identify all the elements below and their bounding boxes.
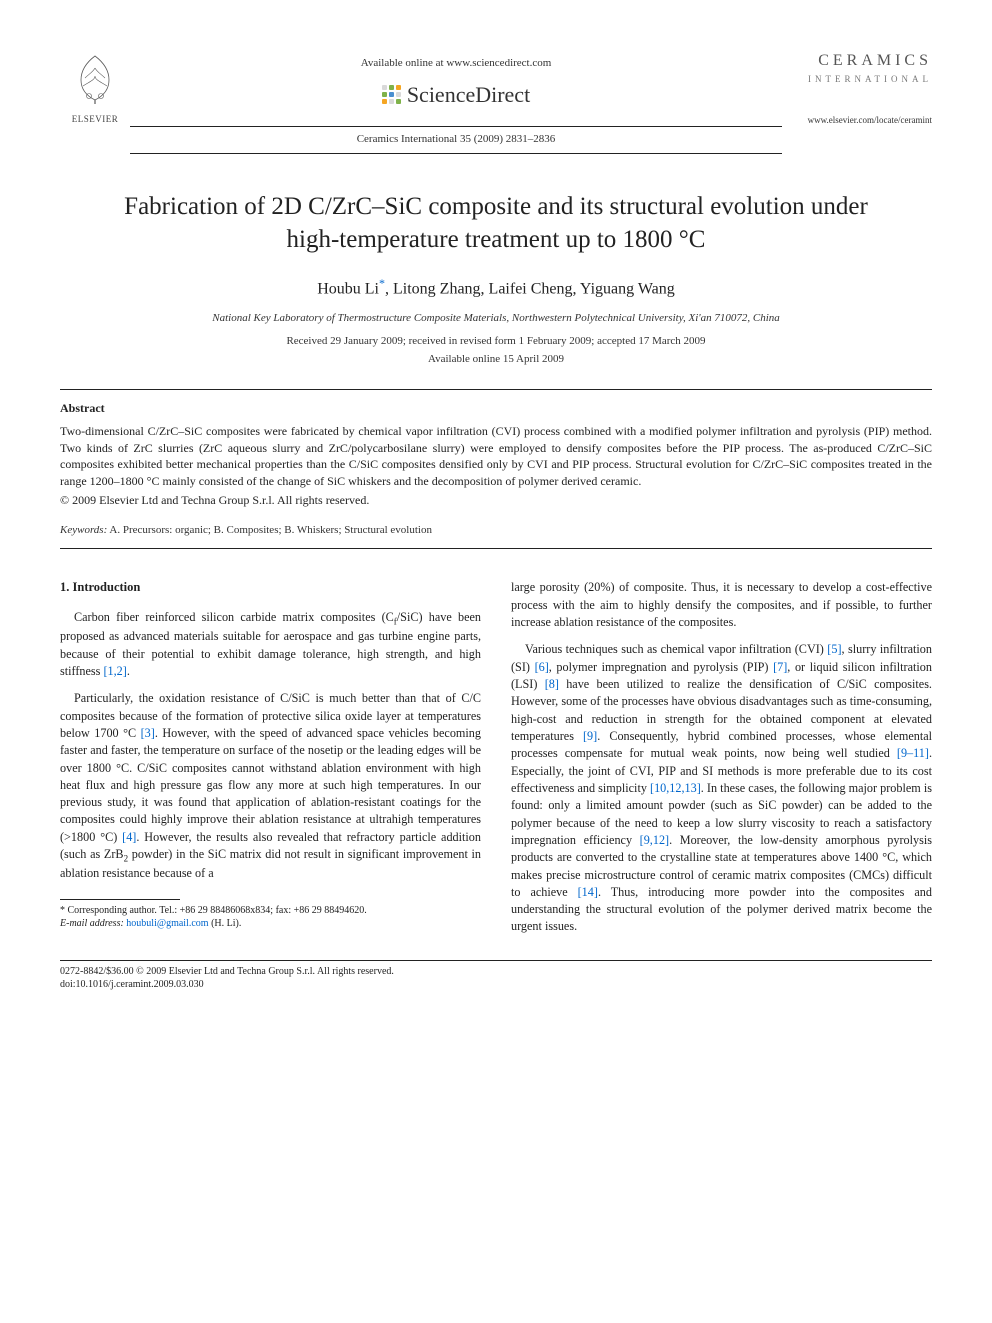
sciencedirect-dots-icon: [382, 85, 401, 104]
footnote-line2: E-mail address: houbuli@gmail.com (H. Li…: [60, 917, 481, 931]
affiliation: National Key Laboratory of Thermostructu…: [60, 311, 932, 326]
divider: [60, 389, 932, 390]
received-dates: Received 29 January 2009; received in re…: [60, 334, 932, 349]
available-date: Available online 15 April 2009: [60, 352, 932, 367]
footnote-line1: * Corresponding author. Tel.: +86 29 884…: [60, 904, 481, 918]
available-online-line: Available online at www.sciencedirect.co…: [130, 56, 782, 71]
citation-link[interactable]: [9–11]: [897, 746, 929, 760]
citation-link[interactable]: [7]: [773, 660, 787, 674]
keywords-text: A. Precursors: organic; B. Composites; B…: [107, 524, 432, 536]
journal-name: CERAMICS: [782, 50, 932, 72]
citation-link[interactable]: [1,2]: [103, 664, 126, 678]
footer-text: 0272-8842/$36.00 © 2009 Elsevier Ltd and…: [60, 965, 932, 992]
center-header: Available online at www.sciencedirect.co…: [130, 50, 782, 154]
abstract-body: Two-dimensional C/ZrC–SiC composites wer…: [60, 423, 932, 490]
author-corresponding[interactable]: Houbu Li: [317, 281, 379, 298]
left-column: 1. Introduction Carbon fiber reinforced …: [60, 579, 481, 946]
journal-url: www.elsevier.com/locate/ceramint: [782, 114, 932, 127]
authors-line: Houbu Li*, Litong Zhang, Laifei Cheng, Y…: [60, 275, 932, 301]
citation-link[interactable]: [8]: [545, 677, 559, 691]
paragraph: large porosity (20%) of composite. Thus,…: [511, 579, 932, 631]
elsevier-logo-block: ELSEVIER: [60, 50, 130, 126]
footer-rule: [60, 960, 932, 961]
sd-dot: [382, 85, 387, 90]
section-heading: 1. Introduction: [60, 579, 481, 597]
corresponding-footnote: * Corresponding author. Tel.: +86 29 884…: [60, 904, 481, 931]
sd-dot: [396, 99, 401, 104]
citation-link[interactable]: [14]: [578, 885, 598, 899]
abstract-text: Two-dimensional C/ZrC–SiC composites wer…: [60, 424, 932, 488]
journal-reference: Ceramics International 35 (2009) 2831–28…: [130, 126, 782, 153]
doi-line: doi:10.1016/j.ceramint.2009.03.030: [60, 978, 932, 992]
keywords-label: Keywords:: [60, 524, 107, 536]
abstract-heading: Abstract: [60, 400, 932, 417]
citation-link[interactable]: [9,12]: [640, 833, 669, 847]
citation-link[interactable]: [9]: [583, 729, 597, 743]
keywords-line: Keywords: A. Precursors: organic; B. Com…: [60, 523, 932, 538]
sd-dot: [382, 92, 387, 97]
journal-subtitle: INTERNATIONAL: [782, 73, 932, 86]
right-column: large porosity (20%) of composite. Thus,…: [511, 579, 932, 946]
paragraph: Various techniques such as chemical vapo…: [511, 641, 932, 936]
authors-rest: , Litong Zhang, Laifei Cheng, Yiguang Wa…: [385, 281, 675, 298]
body-columns: 1. Introduction Carbon fiber reinforced …: [60, 579, 932, 946]
page-header: ELSEVIER Available online at www.science…: [60, 50, 932, 154]
issn-line: 0272-8842/$36.00 © 2009 Elsevier Ltd and…: [60, 965, 932, 979]
journal-brand-block: CERAMICS INTERNATIONAL www.elsevier.com/…: [782, 50, 932, 127]
sciencedirect-logo: ScienceDirect: [382, 80, 530, 111]
sd-dot: [389, 99, 394, 104]
divider: [60, 548, 932, 549]
sd-dot: [389, 85, 394, 90]
sd-dot: [382, 99, 387, 104]
sciencedirect-text: ScienceDirect: [407, 80, 530, 111]
citation-link[interactable]: [5]: [827, 642, 841, 656]
elsevier-label: ELSEVIER: [60, 113, 130, 126]
paper-title: Fabrication of 2D C/ZrC–SiC composite an…: [100, 190, 892, 258]
citation-link[interactable]: [4]: [122, 830, 136, 844]
footnote-rule: [60, 899, 180, 900]
citation-link[interactable]: [3]: [141, 726, 155, 740]
sd-dot: [396, 85, 401, 90]
paragraph: Carbon fiber reinforced silicon carbide …: [60, 609, 481, 680]
abstract-copyright: © 2009 Elsevier Ltd and Techna Group S.r…: [60, 492, 932, 509]
elsevier-tree-icon: [67, 50, 123, 106]
sd-dot: [389, 92, 394, 97]
citation-link[interactable]: [6]: [535, 660, 549, 674]
citation-link[interactable]: [10,12,13]: [650, 781, 701, 795]
sd-dot: [396, 92, 401, 97]
email-link[interactable]: houbuli@gmail.com: [126, 918, 208, 929]
paragraph: Particularly, the oxidation resistance o…: [60, 690, 481, 882]
